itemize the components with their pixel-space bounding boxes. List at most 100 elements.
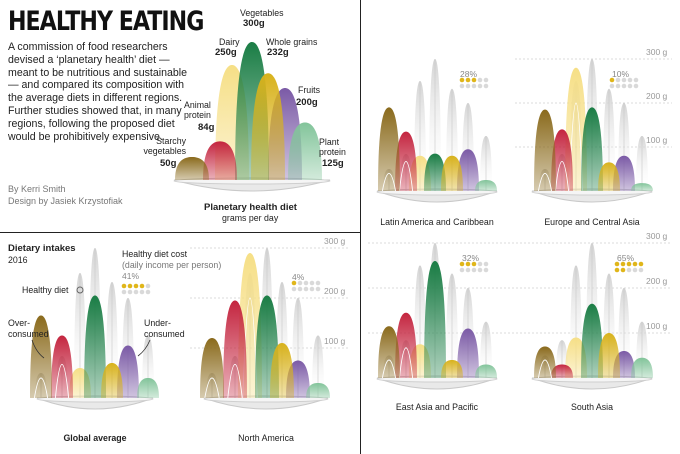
legend-cost-dot [133,283,139,289]
healthy-diet-outline [204,377,220,399]
cost-dot [471,77,477,83]
label-vegetables: Vegetables [240,8,284,18]
intake-area-starchy [30,315,52,398]
region-label: Latin America and Caribbean [380,217,494,227]
axis-tick-label: 200 g [646,276,668,286]
intake-area-plant [137,378,159,398]
cost-dot [465,261,471,267]
reference-area-grains [251,73,285,180]
cost-dot [291,280,297,286]
healthy-diet-outline [227,363,243,399]
intake-area-vegetables [84,295,106,398]
cost-percent: 65% [617,253,635,263]
cost-dot [465,267,471,273]
intake-area-plant [631,183,653,191]
cost-dot [633,83,639,89]
label-dairy: Dairy [219,37,240,47]
healthy-diet-outline [381,359,397,379]
healthy-diet-outline [537,359,553,379]
axis-tick-label: 100 g [646,321,668,331]
cost-dot [615,83,621,89]
cost-dot [303,286,309,292]
legend-over: Over-consumed [8,318,49,339]
intake-area-vegetables [424,153,446,191]
cost-dot [459,77,465,83]
intake-area-vegetables [424,261,446,378]
cost-dot [459,261,465,267]
legend-cost-dot [121,289,127,295]
axis-tick-label: 200 g [324,286,346,296]
axis-tick-label: 200 g [646,91,668,101]
healthy-diet-outline [554,160,570,192]
cost-dot [297,280,303,286]
axis-tick-label: 300 g [646,231,668,241]
label-starchy: Starchy vegetables [143,136,186,156]
cost-percent: 10% [612,69,630,79]
legend-cost-dot [139,289,145,295]
legend-cost-dot [145,289,151,295]
cost-dot [626,267,632,273]
cost-dot [620,261,626,267]
legend-over-pointer [31,339,45,359]
value-grains: 232g [267,47,289,58]
designer-credit: Design by Jasiek Krzystofiak [8,196,123,206]
cost-dot [315,280,321,286]
cost-dot [315,286,321,292]
legend-title: Dietary intakes [8,243,76,254]
cost-dot [465,83,471,89]
value-plant: 125g [322,158,344,169]
cost-dot [477,261,483,267]
value-vegetables: 300g [243,18,265,29]
legend-year: 2016 [8,255,28,265]
cost-dot [614,267,620,273]
healthy-diet-outline [537,172,553,192]
cost-dot [620,267,626,273]
axis-tick-label: 300 g [324,236,346,246]
intro-paragraph: A commission of food researchers devised… [8,41,188,143]
healthy-diet-outline [54,363,70,399]
legend-under-pointer [137,339,151,357]
cost-dot [483,83,489,89]
intake-area-grains [598,333,620,378]
cost-dot [471,267,477,273]
label-animal: Animal protein [184,100,211,120]
legend-cost-title: Healthy diet cost [122,249,188,259]
cost-dot [638,261,644,267]
cost-dot [303,280,309,286]
intake-area-vegetables [581,107,603,191]
cost-dot [627,83,633,89]
intake-area-starchy [534,109,556,191]
value-animal: 84g [198,122,215,133]
cost-dot [477,77,483,83]
healthy-diet-outline [398,347,414,379]
cost-dot [483,261,489,267]
reference-area-animal [203,141,237,180]
cost-dot [309,286,315,292]
author-credit: By Kerri Smith [8,184,66,194]
label-plant: Plant protein [319,137,346,157]
legend-cost-dot [127,289,133,295]
intake-area-grains [598,162,620,191]
cost-dot [632,261,638,267]
intake-area-plant [306,383,330,398]
axis-tick-label: 100 g [646,135,668,145]
legend-cost-dot [127,283,133,289]
intake-area-starchy [200,338,224,398]
legend-cost-percent: 41% [122,271,140,281]
cost-dot [483,77,489,83]
cost-percent: 4% [292,272,305,282]
legend-cost-dot [133,289,139,295]
value-dairy: 250g [215,47,237,58]
cost-dot [465,77,471,83]
vertical-divider [360,0,361,454]
cost-dot [471,83,477,89]
intake-area-vegetables [581,303,603,378]
cost-dot [614,261,620,267]
cost-dot [626,261,632,267]
legend-healthy-diet: Healthy diet [22,285,69,295]
intake-area-grains [270,343,294,398]
cost-dot [609,83,615,89]
axis-tick-label: 300 g [646,47,668,57]
label-fruits: Fruits [298,85,320,95]
